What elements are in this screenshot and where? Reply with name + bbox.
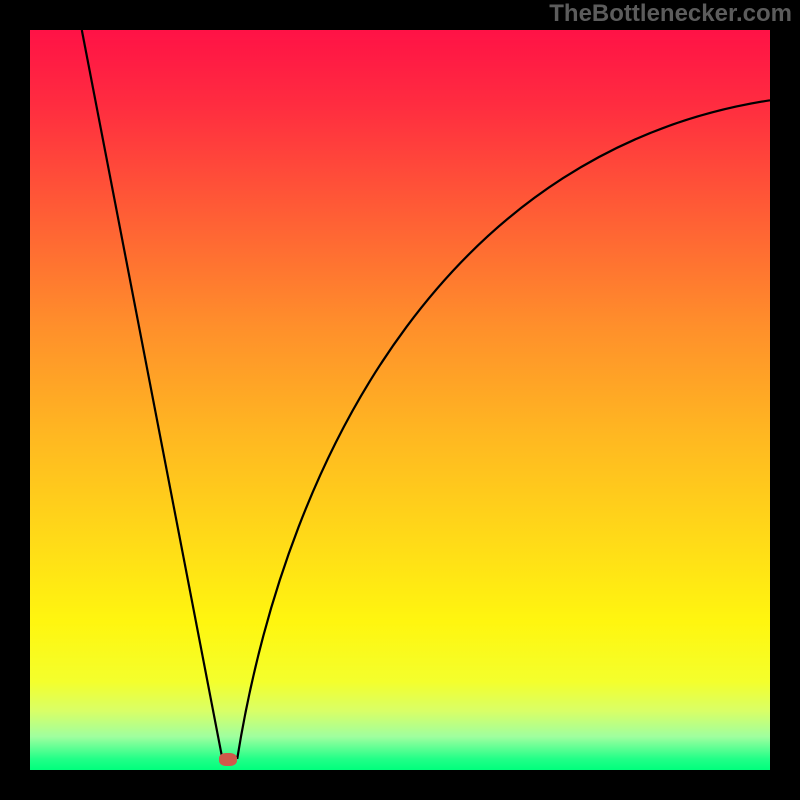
frame-border <box>0 0 800 800</box>
chart-frame: TheBottlenecker.com <box>0 0 800 800</box>
watermark-text: TheBottlenecker.com <box>549 0 792 28</box>
